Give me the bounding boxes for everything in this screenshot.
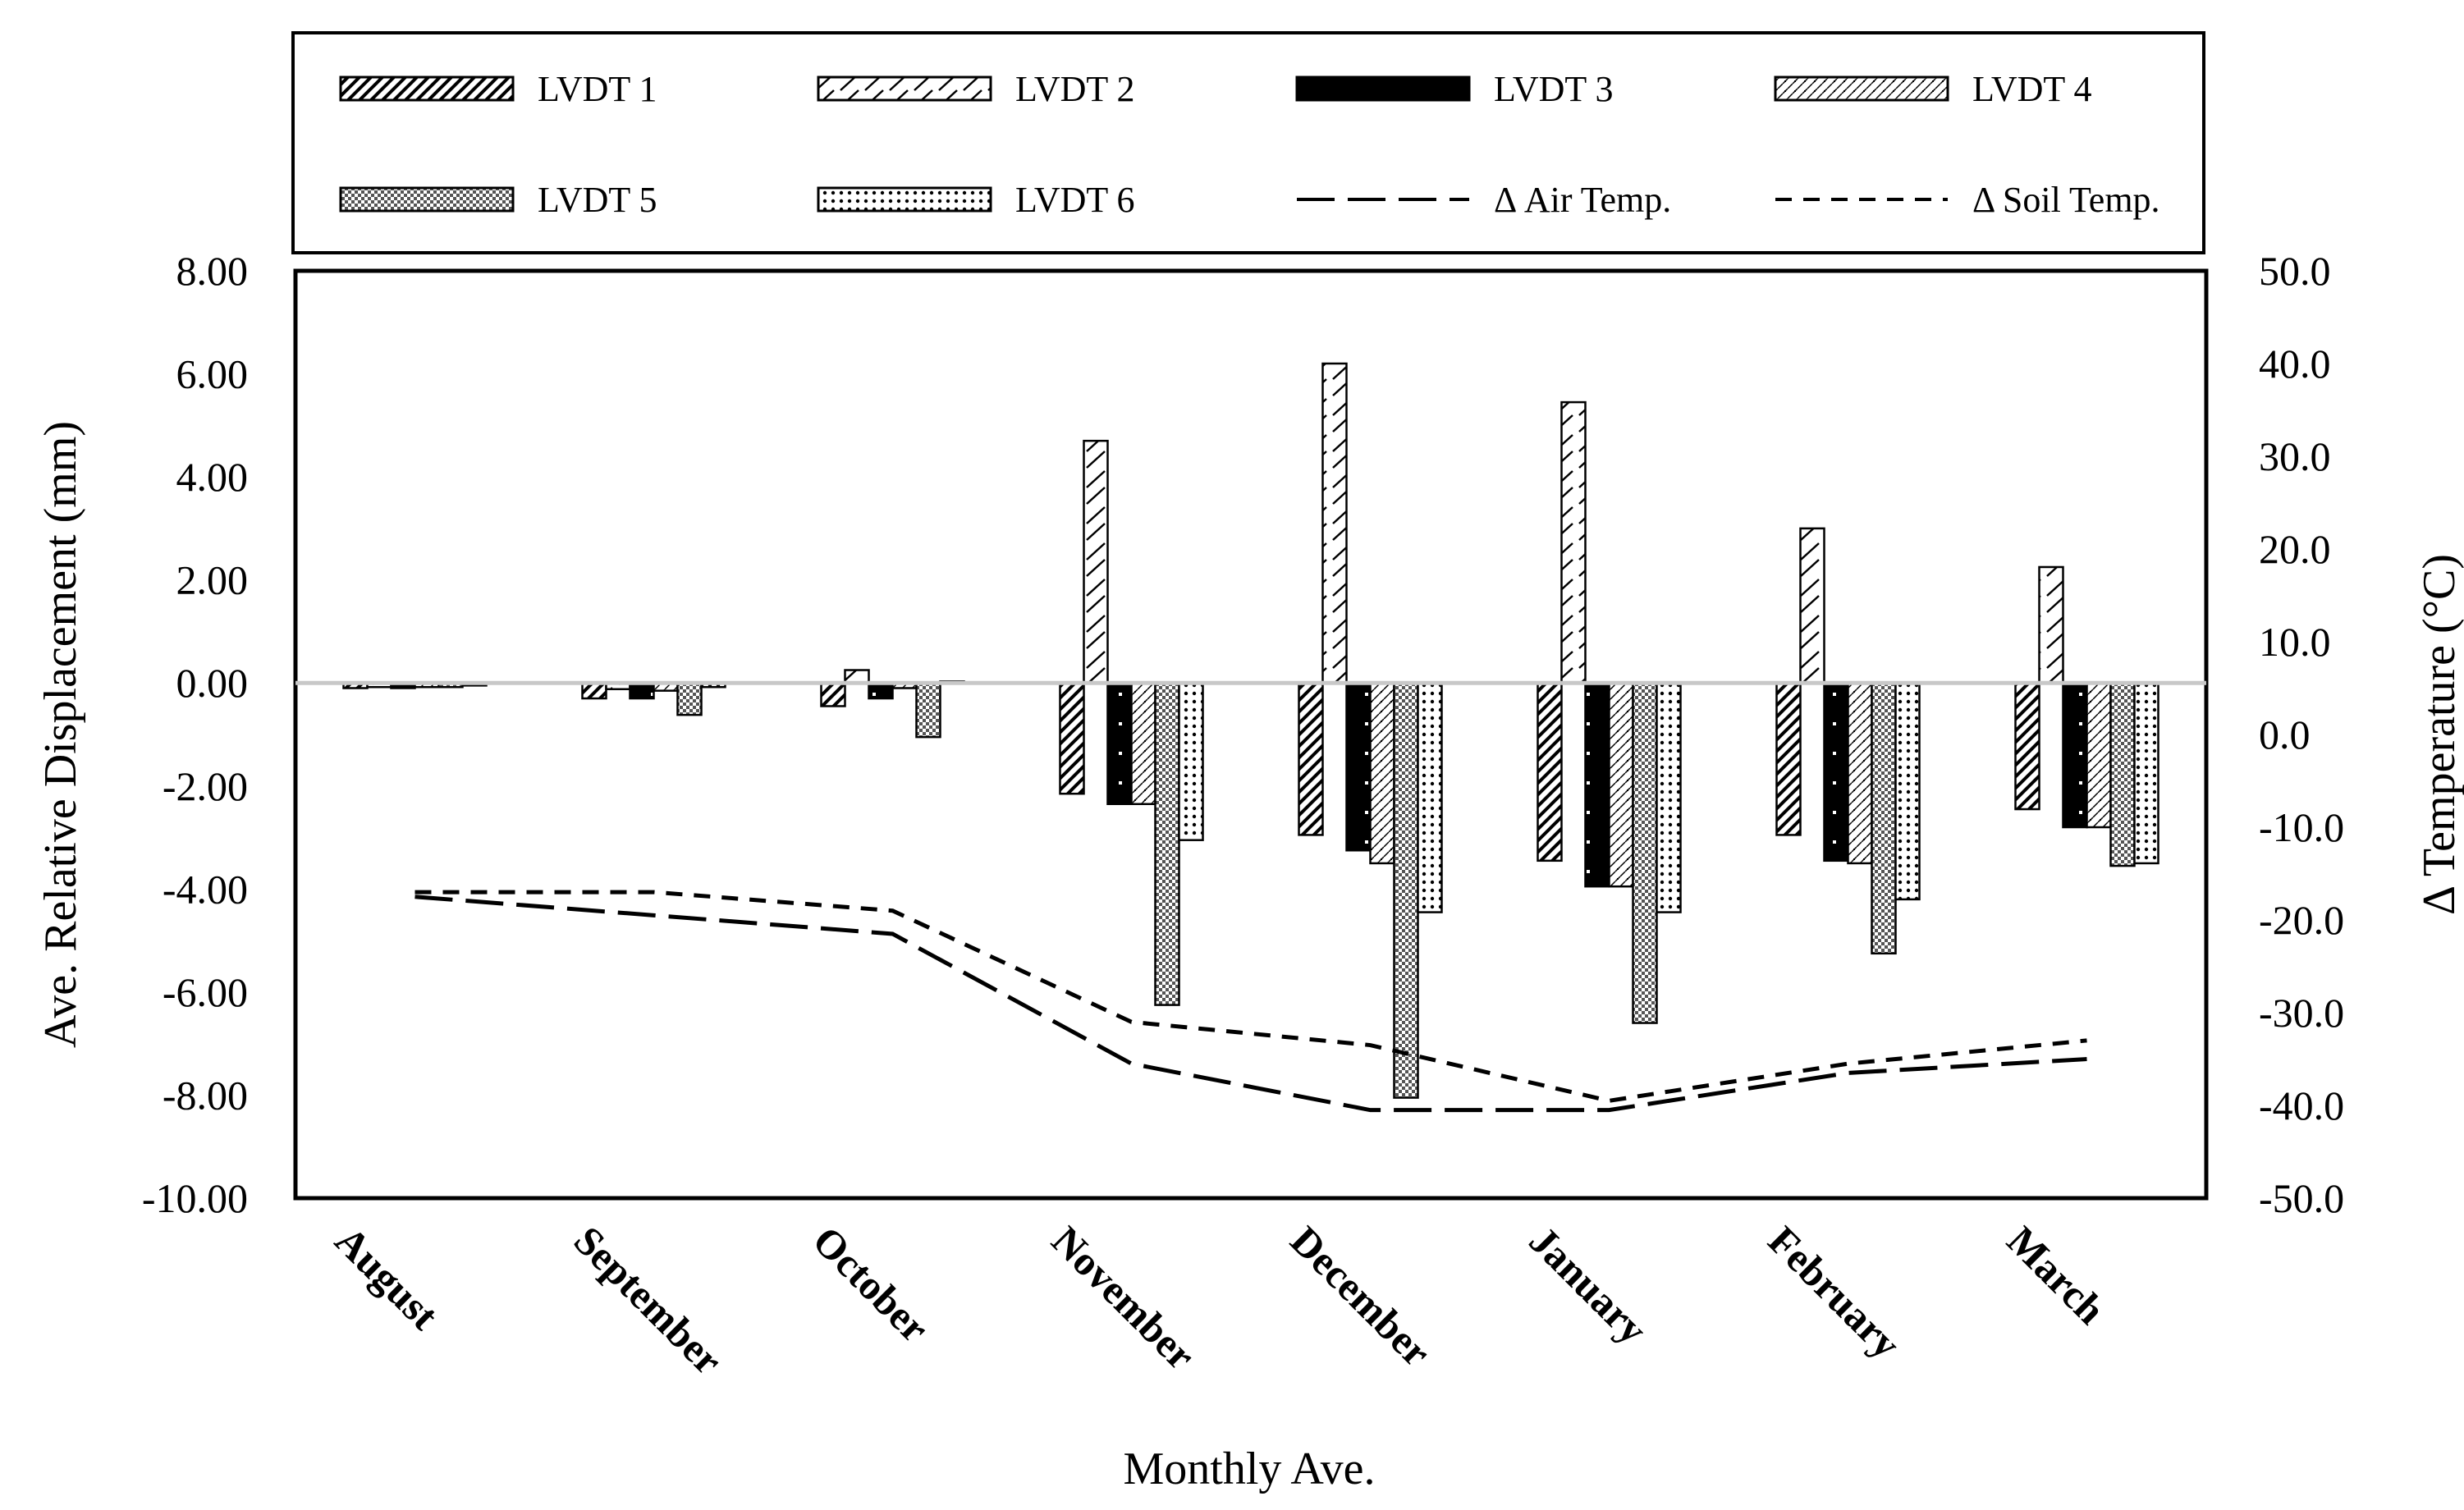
bar-lvdt-6-february: [1894, 681, 1921, 901]
bar-lvdt-1-february: [1775, 681, 1802, 836]
bar-lvdt-5-september: [676, 681, 703, 716]
temperature-lines: [414, 890, 2087, 1113]
y2-tick-label: -50.0: [2259, 1175, 2344, 1221]
legend-label-lvdt-2: LVDT 2: [1015, 69, 1134, 109]
bar-lvdt-4-february: [1847, 681, 1873, 865]
y2-tick-label: 40.0: [2259, 341, 2331, 387]
x-tick-label: September: [566, 1217, 732, 1384]
bar-lvdt-3-september: [629, 681, 655, 700]
soil-temp-line: [414, 890, 2087, 1103]
bar-lvdt-4-march: [2086, 681, 2112, 829]
x-tick-label: February: [1760, 1217, 1910, 1367]
y2-tick-label: 30.0: [2259, 433, 2331, 479]
bar-lvdt-6-november: [1178, 681, 1204, 841]
y-tick-label: 2.00: [176, 557, 249, 603]
legend-label-lvdt-6: LVDT 6: [1015, 180, 1134, 220]
bar-lvdt-3-december: [1345, 681, 1372, 852]
y-tick-label: 4.00: [176, 454, 249, 500]
y-tick-label: 6.00: [176, 351, 249, 397]
x-axis-title: Monthly Ave.: [1124, 1444, 1376, 1494]
legend-swatch-lvdt-6: [817, 186, 992, 213]
legend-label-lvdt-1: LVDT 1: [538, 69, 657, 109]
bar-lvdt-2-february: [1799, 527, 1825, 684]
bar-lvdt-5-january: [1632, 681, 1658, 1024]
y2-tick-label: -10.0: [2259, 804, 2344, 850]
legend-swatch-lvdt-3: [1295, 76, 1471, 102]
bar-lvdt-3-november: [1106, 681, 1133, 805]
y-tick-label: -8.00: [163, 1072, 248, 1118]
bar-lvdt-6-march: [2133, 681, 2159, 865]
bar-lvdt-3-january: [1584, 681, 1610, 888]
bars: [342, 362, 2159, 1099]
y2-tick-label: -30.0: [2259, 990, 2344, 1036]
legend-label-soil-temp: Δ Soil Temp.: [1972, 180, 2160, 220]
bar-lvdt-4-december: [1369, 681, 1395, 865]
y2-tick-label: -20.0: [2259, 897, 2344, 943]
legend-label-lvdt-3: LVDT 3: [1494, 69, 1613, 109]
bar-lvdt-5-october: [915, 681, 941, 739]
bar-lvdt-5-february: [1871, 681, 1897, 955]
x-tick-label: December: [1282, 1217, 1440, 1375]
legend-swatch-lvdt-2: [817, 76, 992, 102]
legend-swatch-lvdt-1: [339, 76, 515, 102]
x-tick-label: January: [1521, 1217, 1656, 1352]
bar-lvdt-4-january: [1608, 681, 1634, 888]
legend: LVDT 1 LVDT 2 LVDT 3 LVDT 4 LVDT 5 LVDT 6 Δ Ai…: [339, 69, 2160, 220]
bar-lvdt-4-november: [1130, 681, 1156, 805]
y2-tick-label: 50.0: [2259, 248, 2331, 294]
bar-lvdt-1-december: [1298, 681, 1324, 836]
bar-lvdt-1-october: [820, 681, 846, 707]
bar-lvdt-6-january: [1656, 681, 1682, 913]
x-tick-label: August: [327, 1217, 448, 1338]
bar-lvdt-3-march: [2062, 681, 2088, 829]
legend-swatch-lvdt-4: [1774, 76, 1949, 102]
y-tick-label: 8.00: [176, 248, 249, 294]
x-axis-ticks: August September October November December Ja…: [327, 1217, 2114, 1384]
x-tick-label: October: [804, 1217, 938, 1351]
y-tick-label: -4.00: [163, 866, 248, 912]
y2-tick-label: -40.0: [2259, 1082, 2344, 1128]
y-axis-title: Ave. Relative Displacement (mm): [35, 421, 86, 1048]
bar-lvdt-3-october: [868, 681, 894, 700]
x-tick-label: March: [1999, 1217, 2114, 1333]
bar-lvdt-2-november: [1083, 439, 1109, 684]
legend-box: [291, 31, 2205, 254]
y-tick-label: -2.00: [163, 763, 248, 809]
bar-lvdt-5-march: [2109, 681, 2136, 867]
bar-lvdt-2-january: [1560, 400, 1587, 684]
bar-lvdt-1-january: [1537, 681, 1563, 863]
y-tick-label: -10.00: [142, 1175, 248, 1221]
bar-lvdt-1-september: [581, 681, 607, 700]
legend-swatch-lvdt-5: [339, 186, 515, 213]
bar-lvdt-2-march: [2038, 565, 2064, 684]
bar-lvdt-5-november: [1154, 681, 1180, 1006]
y2-tick-label: 10.0: [2259, 619, 2331, 665]
x-tick-label: November: [1043, 1217, 1205, 1379]
legend-label-lvdt-4: LVDT 4: [1972, 69, 2091, 109]
bar-lvdt-2-december: [1321, 362, 1348, 684]
y2-axis-ticks: 50.0 40.0 30.0 20.0 10.0 0.0 -10.0 -20.0 -30.0 -4…: [2259, 248, 2344, 1221]
legend-label-lvdt-5: LVDT 5: [538, 180, 657, 220]
y2-tick-label: 20.0: [2259, 526, 2331, 572]
air-temp-line: [414, 895, 2087, 1113]
bar-lvdt-1-march: [2014, 681, 2040, 811]
y2-axis-title: Δ Temperature (°C): [2414, 554, 2464, 915]
bar-lvdt-5-december: [1393, 681, 1419, 1099]
legend-label-air-temp: Δ Air Temp.: [1494, 180, 1671, 220]
y2-tick-label: 0.0: [2259, 712, 2311, 757]
bar-lvdt-6-december: [1417, 681, 1443, 913]
bar-lvdt-1-november: [1059, 681, 1085, 795]
y-axis-ticks: 8.00 6.00 4.00 2.00 0.00 -2.00 -4.00 -6.00 -8.00…: [142, 248, 248, 1221]
y-tick-label: 0.00: [176, 660, 249, 706]
y-tick-label: -6.00: [163, 969, 248, 1015]
bar-lvdt-3-february: [1823, 681, 1849, 863]
